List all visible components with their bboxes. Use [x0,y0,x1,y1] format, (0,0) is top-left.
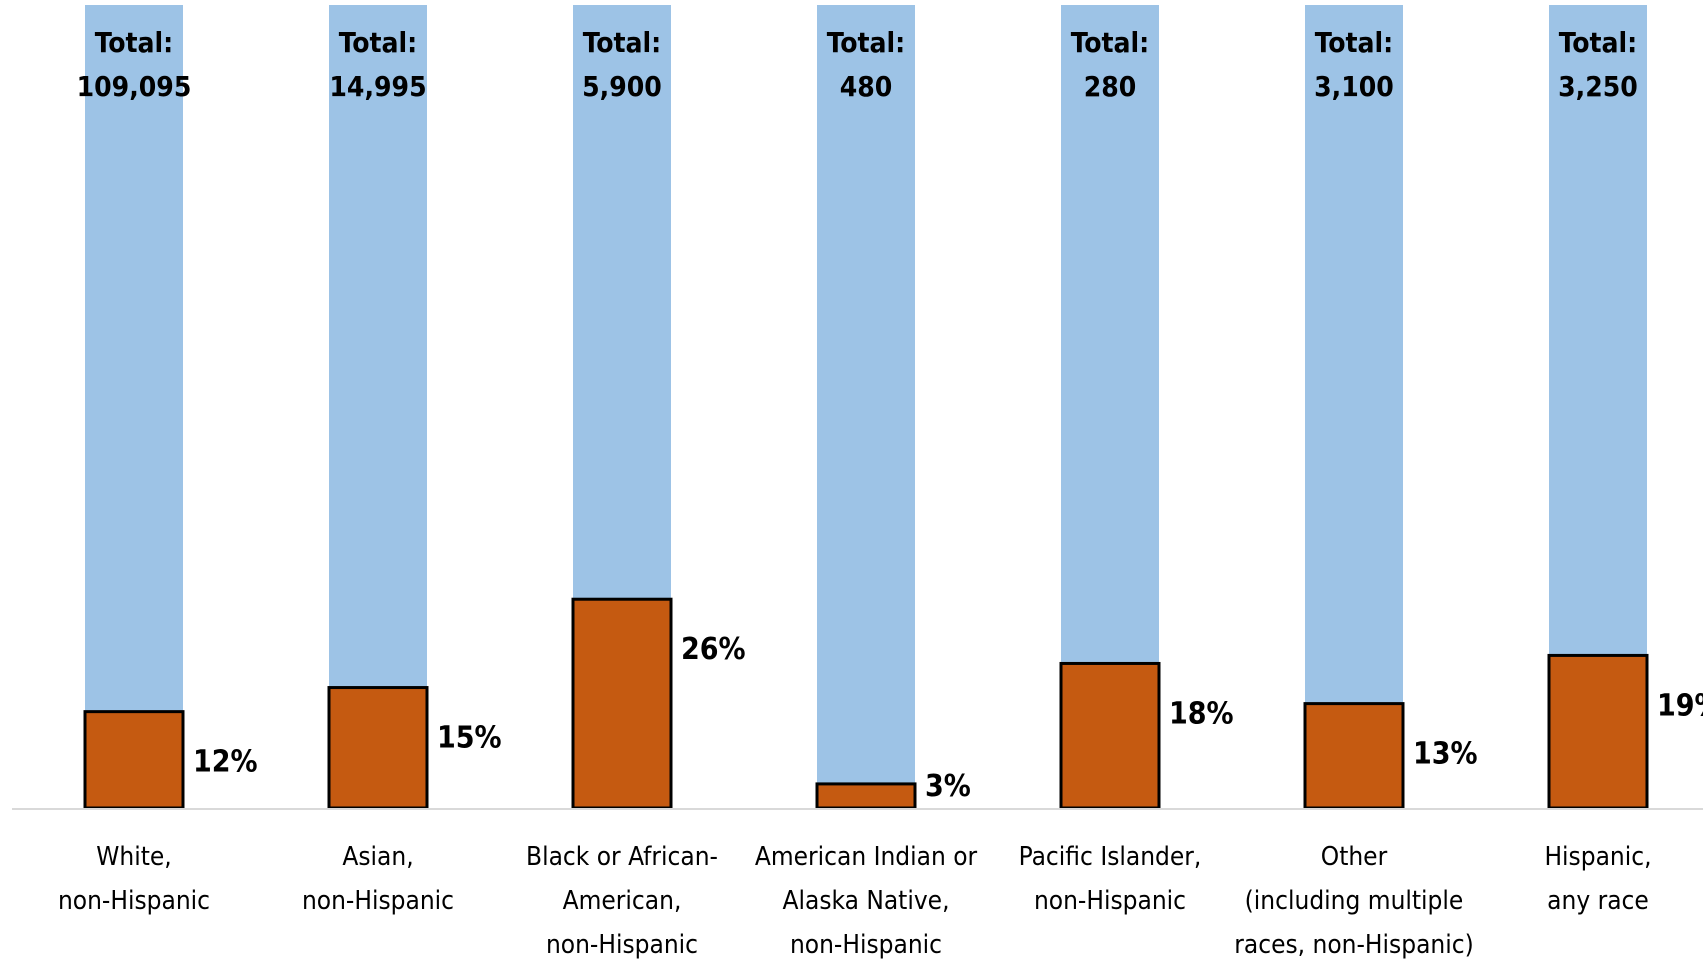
percent-label: 26% [681,632,746,667]
total-label-value: 480 [840,70,893,103]
total-bar [1305,5,1403,808]
percent-bar [327,686,429,810]
category-label: White, [96,842,171,872]
total-bar [817,5,915,808]
category-label: any race [1547,886,1649,916]
category-label: Pacific Islander, [1019,842,1202,872]
percent-bars [83,597,1649,810]
category-label: Asian, [342,842,413,872]
total-label-value: 3,250 [1558,70,1638,103]
total-bars [85,5,1647,808]
total-label-prefix: Total: [583,26,662,59]
category-label: Hispanic, [1544,842,1651,872]
percent-label: 19% [1657,688,1703,723]
category-label: American Indian or [755,842,978,872]
percent-label: 15% [437,721,502,756]
total-label-prefix: Total: [827,26,906,59]
percent-label: 12% [193,745,258,780]
percent-bar [1547,653,1649,810]
chart-labels: Total: 109,095 12% White, non-Hispanic Total:… [58,26,1703,960]
total-label-prefix: Total: [339,26,418,59]
total-bar [329,5,427,808]
total-bar [85,5,183,808]
category-label: Other [1321,842,1388,872]
total-label-prefix: Total: [1559,26,1638,59]
category-label: races, non-Hispanic) [1234,930,1473,960]
category-label: non-Hispanic [546,930,698,960]
category-label: non-Hispanic [58,886,210,916]
total-label-value: 280 [1084,70,1137,103]
total-label-prefix: Total: [1315,26,1394,59]
percent-bar [83,710,185,810]
category-label: non-Hispanic [302,886,454,916]
percent-bar [1303,702,1405,810]
percent-label: 13% [1413,737,1478,772]
category-label: Alaska Native, [782,886,949,916]
category-label: non-Hispanic [1034,886,1186,916]
category-label: Black or African- [526,842,718,872]
percent-bar [571,597,673,810]
total-label-prefix: Total: [1071,26,1150,59]
category-label: American, [563,886,682,916]
total-label-value: 3,100 [1314,70,1394,103]
percent-bar [1059,661,1161,810]
percent-label: 3% [925,769,971,804]
category-label: non-Hispanic [790,930,942,960]
percent-bar [815,782,917,810]
percent-label: 18% [1169,696,1234,731]
total-label-prefix: Total: [95,26,174,59]
category-label: (including multiple [1245,886,1464,916]
total-label-value: 5,900 [582,70,662,103]
total-label-value: 109,095 [77,70,192,103]
total-label-value: 14,995 [329,70,426,103]
